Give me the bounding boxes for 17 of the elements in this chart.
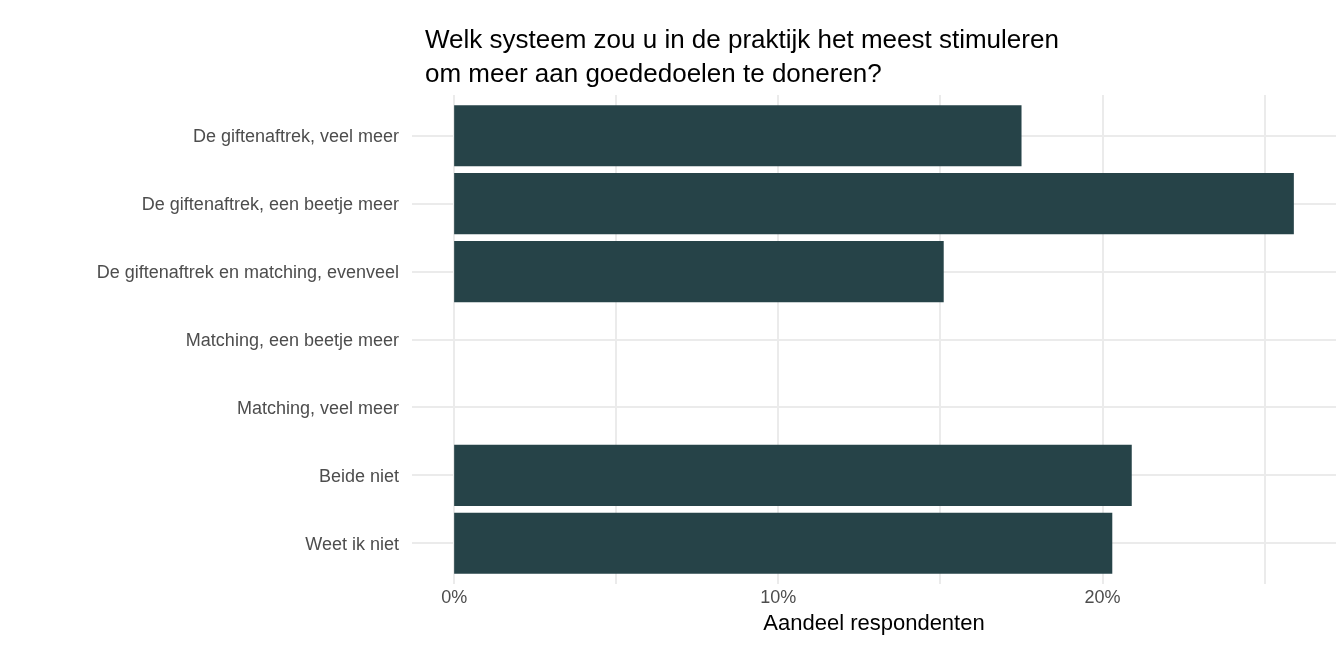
- x-tick-label: 0%: [441, 587, 468, 607]
- y-tick-label: Weet ik niet: [305, 533, 399, 554]
- bar: [454, 512, 1113, 574]
- x-axis-title: Aandeel respondenten: [763, 609, 985, 635]
- y-tick-label: Beide niet: [318, 465, 399, 486]
- x-tick-label: 20%: [1084, 587, 1121, 607]
- bar: [454, 444, 1132, 506]
- y-tick-label: Matching, veel meer: [236, 397, 399, 418]
- y-tick-label: De giftenaftrek, een beetje meer: [141, 193, 399, 214]
- chart-title: Welk systeem zou u in de praktijk het meest stimuleren om meer aan goededoelen te doneren?: [425, 24, 1059, 88]
- y-tick-label: De giftenaftrek, veel meer: [192, 126, 399, 147]
- x-tick-label: 10%: [760, 587, 797, 607]
- bar: [454, 173, 1294, 235]
- bar: [454, 241, 944, 303]
- bar: [454, 105, 1022, 167]
- y-tick-label: De giftenaftrek en matching, evenveel: [96, 261, 399, 282]
- y-tick-label: Matching, een beetje meer: [185, 329, 399, 350]
